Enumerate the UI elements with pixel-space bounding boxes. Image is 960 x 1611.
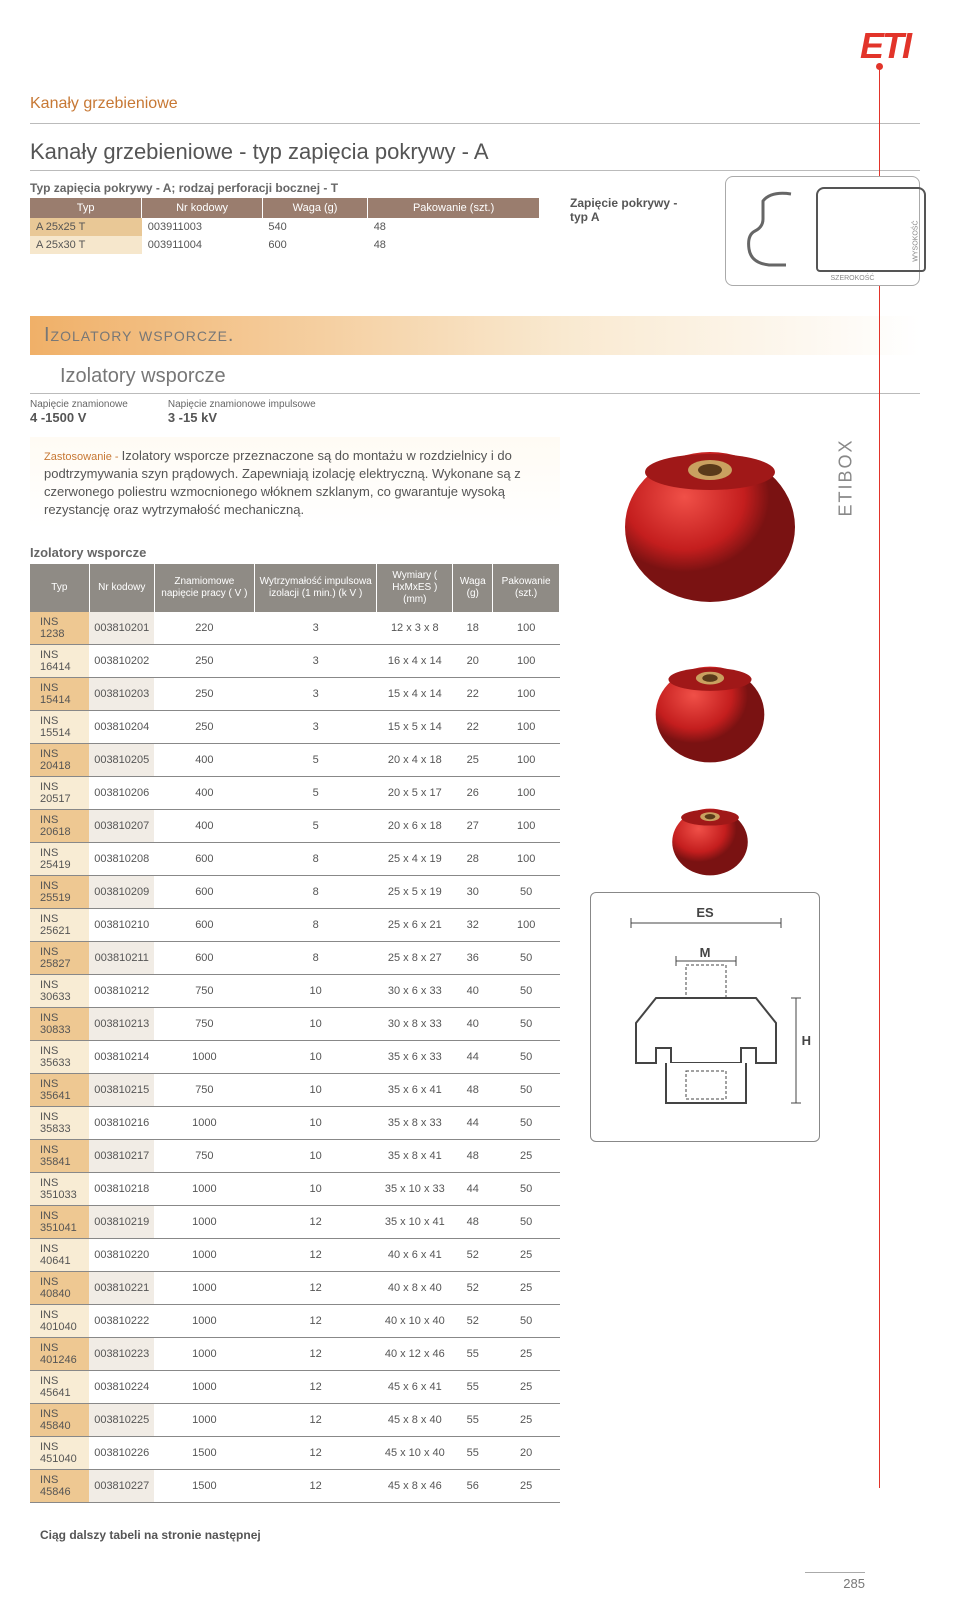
side-images: ETIBOX <box>590 437 830 1142</box>
desc-label: Zastosowanie - <box>44 451 122 463</box>
szerokosc-label: SZEROKOŚĆ <box>831 275 875 282</box>
table-row: INS 35104100381021910001235 x 10 x 41485… <box>30 1206 560 1239</box>
table-row: INS 306330038102127501030 x 6 x 334050 <box>30 975 560 1008</box>
table-row: A 25x30 T00391100460048 <box>30 236 540 254</box>
th: Nr kodowy <box>89 564 154 612</box>
table-row: INS 4084000381022110001240 x 8 x 405225 <box>30 1272 560 1305</box>
table-row: INS 40124600381022310001240 x 12 x 46552… <box>30 1338 560 1371</box>
table-row: INS 4584600381022715001245 x 8 x 465625 <box>30 1470 560 1503</box>
table-row: INS 20618003810207400520 x 6 x 1827100 <box>30 810 560 843</box>
th: Znamiomowe napięcie pracy ( V ) <box>154 564 254 612</box>
table-row: INS 1238003810201220312 x 3 x 818100 <box>30 612 560 645</box>
th: Pakowanie (szt.) <box>493 564 560 612</box>
table1-caption: Typ zapięcia pokrywy - A; rodzaj perfora… <box>30 176 540 198</box>
insulator-small-image <box>665 802 755 882</box>
spec-value-2: 3 -15 kV <box>168 410 316 425</box>
spec-label-1: Napięcie znamionowe <box>30 399 128 410</box>
gradient-bar: Izolatory wsporcze. <box>30 316 920 355</box>
th: Wytrzymałość impulsowa izolacji (1 min.)… <box>254 564 376 612</box>
wysokosc-label: WYSOKOŚĆ <box>913 221 920 262</box>
table-row: INS 308330038102137501030 x 8 x 334050 <box>30 1008 560 1041</box>
dimension-diagram: ES M H <box>590 892 820 1142</box>
table-row: INS 20517003810206400520 x 5 x 1726100 <box>30 777 560 810</box>
th: Typ <box>30 198 142 218</box>
dimension-svg <box>591 893 821 1143</box>
table-row: INS 4064100381022010001240 x 6 x 415225 <box>30 1239 560 1272</box>
insulator-medium-image <box>645 657 775 772</box>
section-label: Kanały grzebieniowe <box>30 95 920 113</box>
th: Waga (g) <box>262 198 367 218</box>
etibox-label: ETIBOX <box>835 438 856 516</box>
divider <box>30 170 920 171</box>
title-1: Kanały grzebieniowe - typ zapięcia pokry… <box>30 139 920 165</box>
table-row: INS 40104000381022210001240 x 10 x 40525… <box>30 1305 560 1338</box>
table-row: INS 356410038102157501035 x 6 x 414850 <box>30 1074 560 1107</box>
insulator-large-image <box>610 437 810 617</box>
th: Waga (g) <box>453 564 493 612</box>
spec-value-1: 4 -1500 V <box>30 410 128 425</box>
description-block: Zastosowanie - Izolatory wsporcze przezn… <box>30 437 560 529</box>
table-row: A 25x25 T00391100354048 <box>30 218 540 236</box>
gradient-bar-title: Izolatory wsporcze. <box>44 324 234 346</box>
table-1: TypNr kodowyWaga (g)Pakowanie (szt.) A 2… <box>30 198 540 254</box>
divider <box>30 123 920 124</box>
subtitle-2: Izolatory wsporcze <box>60 365 920 388</box>
table-row: INS 25519003810209600825 x 5 x 193050 <box>30 876 560 909</box>
table-row: INS 15414003810203250315 x 4 x 1422100 <box>30 678 560 711</box>
table-row: INS 25419003810208600825 x 4 x 1928100 <box>30 843 560 876</box>
table-row: INS 3583300381021610001035 x 8 x 334450 <box>30 1107 560 1140</box>
table-row: INS 3563300381021410001035 x 6 x 334450 <box>30 1041 560 1074</box>
table-row: INS 20418003810205400520 x 4 x 1825100 <box>30 744 560 777</box>
table-row: INS 15514003810204250315 x 5 x 1422100 <box>30 711 560 744</box>
table-row: INS 45104000381022615001245 x 10 x 40552… <box>30 1437 560 1470</box>
spec-row: Napięcie znamionowe 4 -1500 V Napięcie z… <box>30 399 920 425</box>
table-row: INS 4584000381022510001245 x 8 x 405525 <box>30 1404 560 1437</box>
table-2: TypNr kodowyZnamiomowe napięcie pracy ( … <box>30 564 560 1503</box>
table-row: INS 358410038102177501035 x 8 x 414825 <box>30 1140 560 1173</box>
th: Pakowanie (szt.) <box>368 198 540 218</box>
caption-right: Zapięcie pokrywy - typ A <box>570 176 695 224</box>
divider <box>30 393 920 394</box>
footnote: Ciąg dalszy tabeli na stronie następnej <box>40 1528 920 1542</box>
th: Typ <box>30 564 89 612</box>
profile-diagram: SZEROKOŚĆ WYSOKOŚĆ <box>725 176 921 286</box>
th: Wymiary ( HxMxES ) (mm) <box>377 564 453 612</box>
th: Nr kodowy <box>142 198 263 218</box>
vertical-rule-dot <box>876 63 883 70</box>
logo: ETI <box>860 25 910 67</box>
table2-caption: Izolatory wsporcze <box>30 539 560 564</box>
table-row: INS 25827003810211600825 x 8 x 273650 <box>30 942 560 975</box>
table-row: INS 25621003810210600825 x 6 x 2132100 <box>30 909 560 942</box>
spec-label-2: Napięcie znamionowe impulsowe <box>168 399 316 410</box>
table-row: INS 4564100381022410001245 x 6 x 415525 <box>30 1371 560 1404</box>
table-row: INS 16414003810202250316 x 4 x 1420100 <box>30 645 560 678</box>
table-row: INS 35103300381021810001035 x 10 x 33445… <box>30 1173 560 1206</box>
hook-icon <box>741 189 806 269</box>
page-number: 285 <box>805 1572 865 1591</box>
